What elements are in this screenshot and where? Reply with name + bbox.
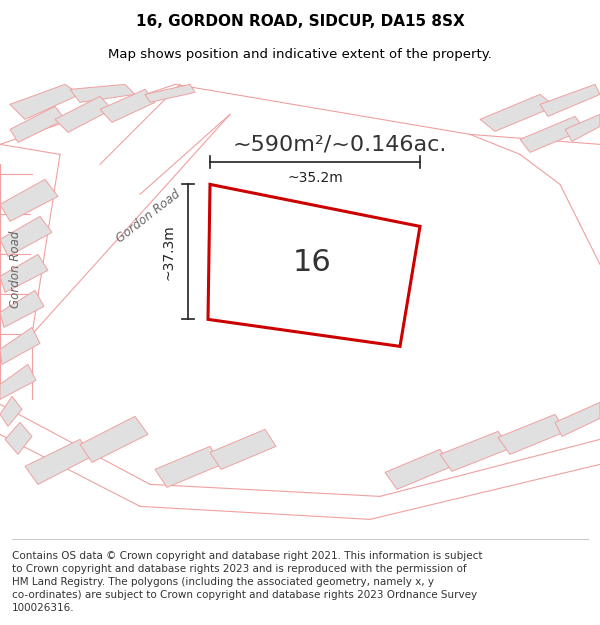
Polygon shape [155, 446, 222, 488]
Polygon shape [498, 414, 566, 454]
Text: 16, GORDON ROAD, SIDCUP, DA15 8SX: 16, GORDON ROAD, SIDCUP, DA15 8SX [136, 14, 464, 29]
Polygon shape [540, 84, 600, 116]
Polygon shape [0, 179, 58, 221]
Polygon shape [385, 449, 452, 489]
Polygon shape [565, 114, 600, 141]
Text: Gordon Road: Gordon Road [10, 231, 23, 308]
Polygon shape [555, 402, 600, 436]
Polygon shape [10, 84, 80, 119]
Polygon shape [0, 254, 48, 292]
Text: Map shows position and indicative extent of the property.: Map shows position and indicative extent… [108, 48, 492, 61]
Polygon shape [520, 116, 585, 152]
Polygon shape [145, 84, 195, 102]
Polygon shape [55, 96, 112, 132]
Polygon shape [70, 84, 135, 102]
Polygon shape [0, 364, 36, 399]
Polygon shape [10, 106, 65, 142]
Polygon shape [80, 416, 148, 462]
Polygon shape [480, 94, 555, 131]
Polygon shape [0, 291, 44, 328]
Polygon shape [100, 89, 155, 122]
Text: 16: 16 [293, 248, 331, 277]
Polygon shape [0, 328, 40, 364]
Text: Gordon Road: Gordon Road [113, 188, 182, 246]
Polygon shape [25, 439, 92, 484]
Polygon shape [0, 216, 52, 256]
Polygon shape [5, 422, 32, 454]
Polygon shape [0, 396, 22, 426]
Text: ~590m²/~0.146ac.: ~590m²/~0.146ac. [233, 134, 447, 154]
Text: ~35.2m: ~35.2m [287, 171, 343, 186]
Polygon shape [440, 431, 510, 471]
Polygon shape [208, 184, 420, 346]
Polygon shape [210, 429, 276, 469]
Text: ~37.3m: ~37.3m [161, 224, 175, 280]
Text: Contains OS data © Crown copyright and database right 2021. This information is : Contains OS data © Crown copyright and d… [12, 551, 482, 614]
